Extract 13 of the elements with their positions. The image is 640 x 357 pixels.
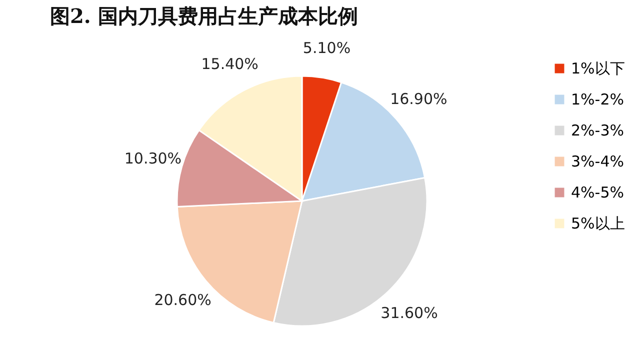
legend-label: 1%-2% — [571, 90, 624, 108]
data-label: 10.30% — [124, 149, 182, 168]
legend-label: 2%-3% — [571, 122, 624, 140]
data-label: 16.90% — [390, 90, 448, 108]
data-label: 15.40% — [201, 54, 258, 73]
data-label: 31.60% — [380, 304, 438, 322]
chart-title: 图2. 国内刀具费用占生产成本比例 — [50, 4, 358, 28]
data-label: 5.10% — [302, 38, 351, 57]
legend-label: 3%-4% — [571, 152, 624, 170]
data-label: 20.60% — [154, 291, 212, 310]
legend-label: 1%以下 — [571, 60, 625, 78]
legend-label: 5%以上 — [571, 214, 625, 232]
legend-label: 4%-5% — [571, 184, 624, 202]
